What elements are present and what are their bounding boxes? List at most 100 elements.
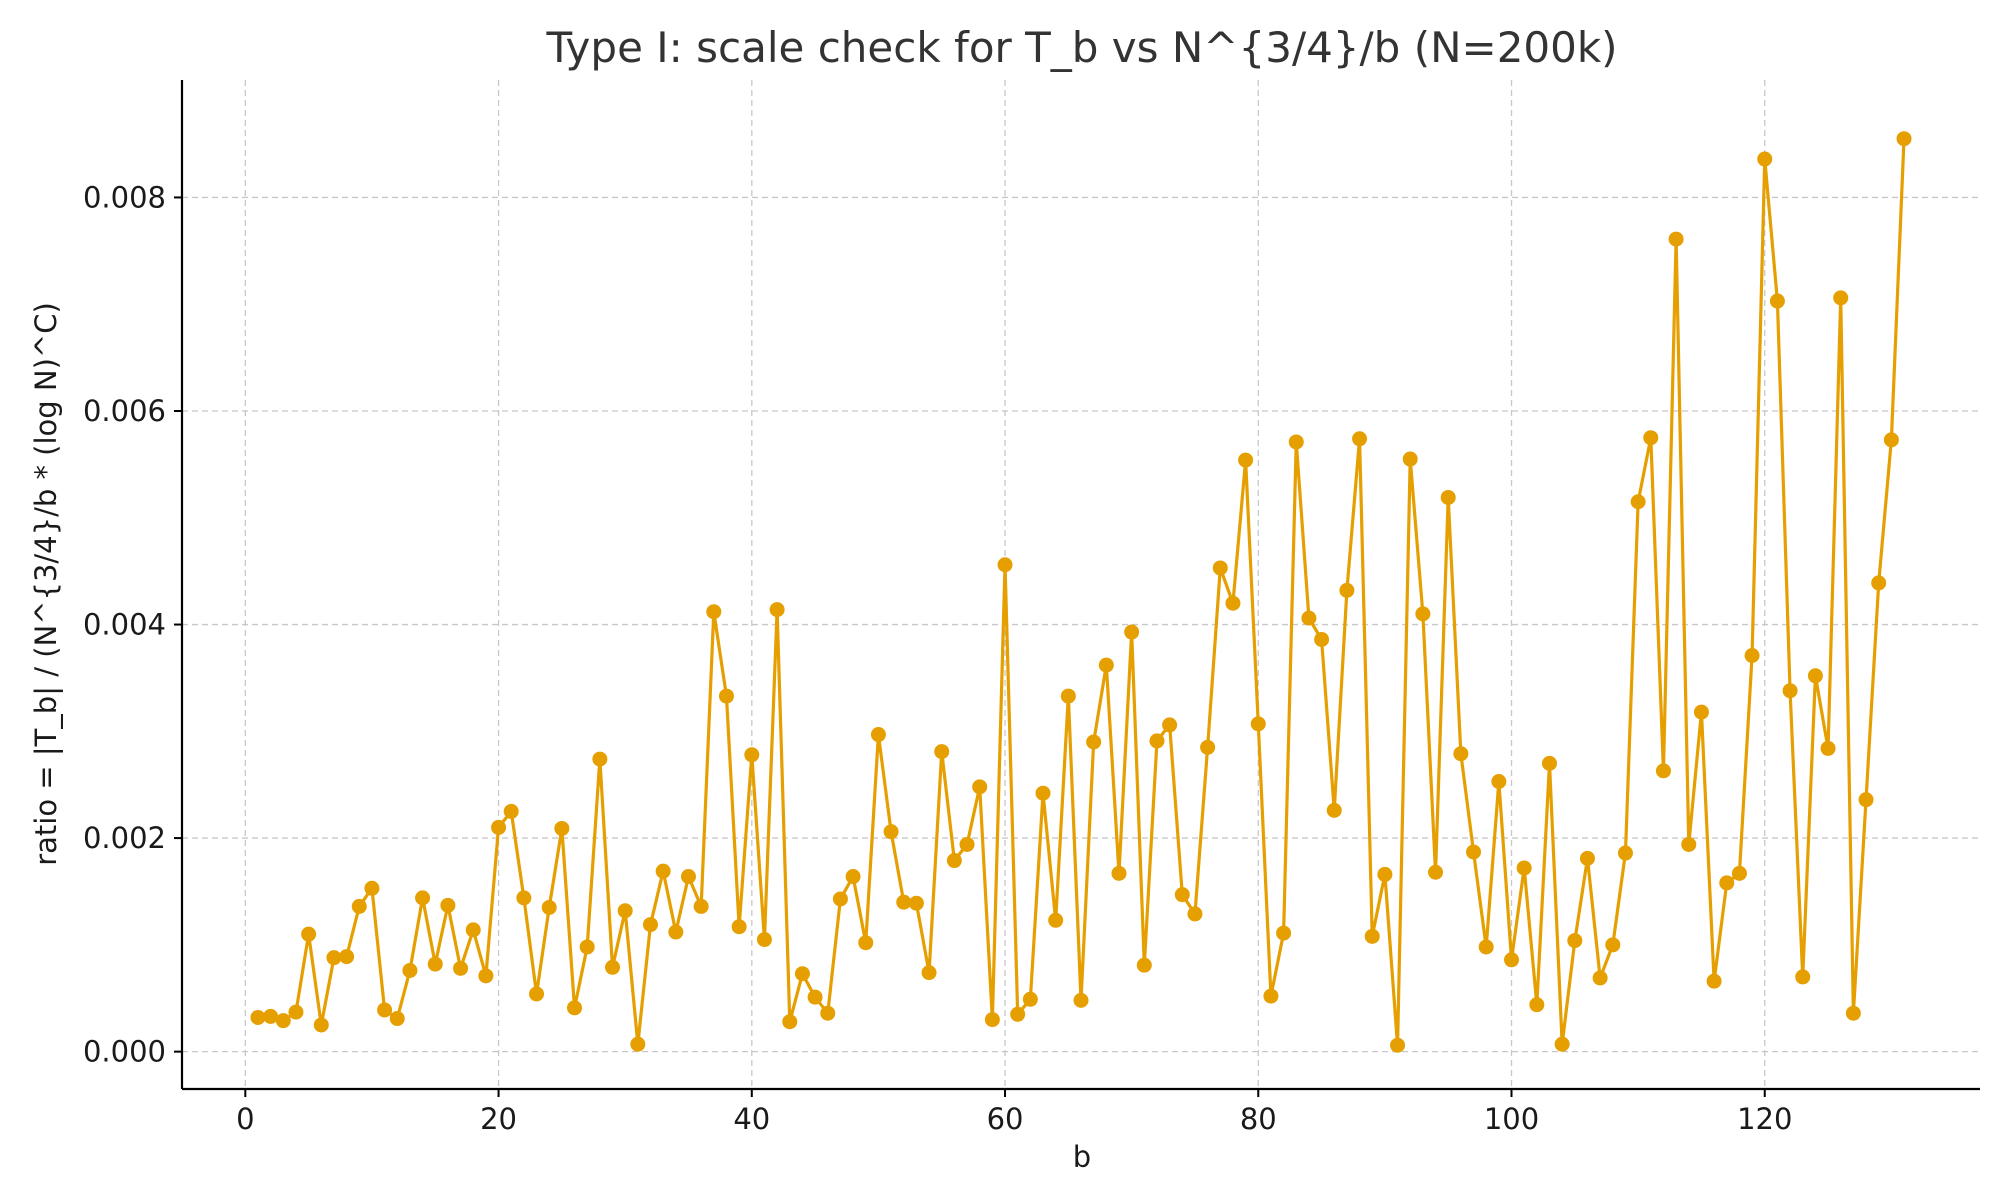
axes: [180, 80, 1980, 1091]
data-point: [301, 926, 317, 942]
data-point: [1871, 575, 1887, 591]
x-tick-label: 60: [987, 1102, 1024, 1136]
y-axis-label: ratio = |T_b| / (N^{3/4}/b * (log N)^C): [29, 302, 63, 866]
data-point: [1352, 431, 1368, 447]
data-point: [680, 869, 696, 885]
data-point: [1643, 430, 1659, 446]
data-point: [1541, 755, 1557, 771]
data-point: [1174, 887, 1190, 903]
data-point: [1858, 792, 1874, 808]
data-point: [655, 863, 671, 879]
data-point: [415, 890, 431, 906]
y-tick-label: 0.000: [83, 1035, 166, 1069]
data-point: [1516, 860, 1532, 876]
data-point: [1845, 1005, 1861, 1021]
data-point: [389, 1011, 405, 1027]
data-point: [339, 949, 355, 965]
data-point: [1693, 704, 1709, 720]
data-point: [1301, 610, 1317, 626]
data-point: [1795, 969, 1811, 985]
data-point: [1124, 624, 1140, 640]
data-point: [1288, 434, 1304, 450]
x-tick-label: 80: [1240, 1102, 1277, 1136]
data-point: [516, 890, 532, 906]
data-point: [1136, 957, 1152, 973]
data-point: [1592, 970, 1608, 986]
data-point: [313, 1017, 329, 1033]
data-point: [1731, 865, 1747, 881]
data-point: [883, 824, 899, 840]
data-point: [984, 1012, 1000, 1028]
x-tick-label: 120: [1737, 1102, 1792, 1136]
data-point: [541, 899, 557, 915]
data-point: [1390, 1037, 1406, 1053]
data-point: [1225, 595, 1241, 611]
data-point: [567, 1000, 583, 1016]
data-point: [554, 820, 570, 836]
data-point: [946, 853, 962, 869]
data-point: [1415, 606, 1431, 622]
data-point: [1655, 763, 1671, 779]
data-point: [820, 1005, 836, 1021]
data-point: [1491, 774, 1507, 789]
y-tick-label: 0.008: [83, 180, 166, 214]
data-point: [896, 894, 912, 910]
data-point: [807, 989, 823, 1005]
x-tick-label: 20: [480, 1102, 517, 1136]
data-point: [921, 965, 937, 981]
data-point: [1364, 928, 1380, 944]
data-point: [1567, 933, 1583, 949]
data-point: [1326, 802, 1342, 818]
x-tick-label: 40: [733, 1102, 770, 1136]
data-point: [1757, 151, 1773, 167]
chart-title: Type I: scale check for T_b vs N^{3/4}/b…: [545, 23, 1617, 72]
data-point-markers: [250, 131, 1912, 1053]
data-point: [491, 819, 507, 835]
data-point: [1504, 952, 1520, 968]
data-point: [1149, 733, 1165, 749]
data-point: [1073, 992, 1089, 1008]
data-point: [288, 1004, 304, 1020]
data-point: [1276, 925, 1292, 941]
data-point: [959, 836, 975, 852]
data-point: [478, 968, 494, 984]
data-point: [1035, 785, 1051, 801]
data-point: [1060, 688, 1076, 704]
data-point: [1010, 1006, 1026, 1022]
data-point: [668, 924, 684, 940]
data-point: [1048, 912, 1064, 928]
data-point: [1833, 290, 1849, 306]
data-series: [250, 131, 1912, 1053]
data-point: [427, 956, 443, 972]
data-point: [1478, 939, 1494, 955]
data-point: [832, 891, 848, 907]
data-point: [1719, 875, 1735, 891]
data-point: [617, 903, 633, 919]
axis-ticks: 0 20 40 60 80 100 120 0.000 0.002 0.004 0.006 0.008: [83, 180, 1792, 1136]
data-point: [326, 950, 342, 966]
data-point: [402, 962, 418, 978]
data-point: [465, 922, 481, 938]
data-point: [1086, 734, 1102, 750]
data-point: [1263, 988, 1279, 1004]
data-point: [377, 1002, 393, 1018]
data-point: [1630, 494, 1646, 510]
data-point: [731, 919, 747, 935]
x-tick-label: 0: [236, 1102, 254, 1136]
data-point: [1314, 631, 1330, 647]
data-point: [529, 986, 545, 1002]
grid-lines: [182, 80, 1980, 1089]
data-point: [630, 1036, 646, 1052]
y-tick-label: 0.002: [83, 821, 166, 855]
data-point: [908, 895, 924, 911]
data-point: [1187, 906, 1203, 922]
data-point: [1681, 836, 1697, 852]
data-point: [1200, 739, 1216, 755]
data-point: [794, 966, 810, 982]
data-point: [1706, 973, 1722, 989]
data-point: [934, 744, 950, 760]
data-point: [364, 880, 380, 896]
data-point: [858, 935, 874, 951]
